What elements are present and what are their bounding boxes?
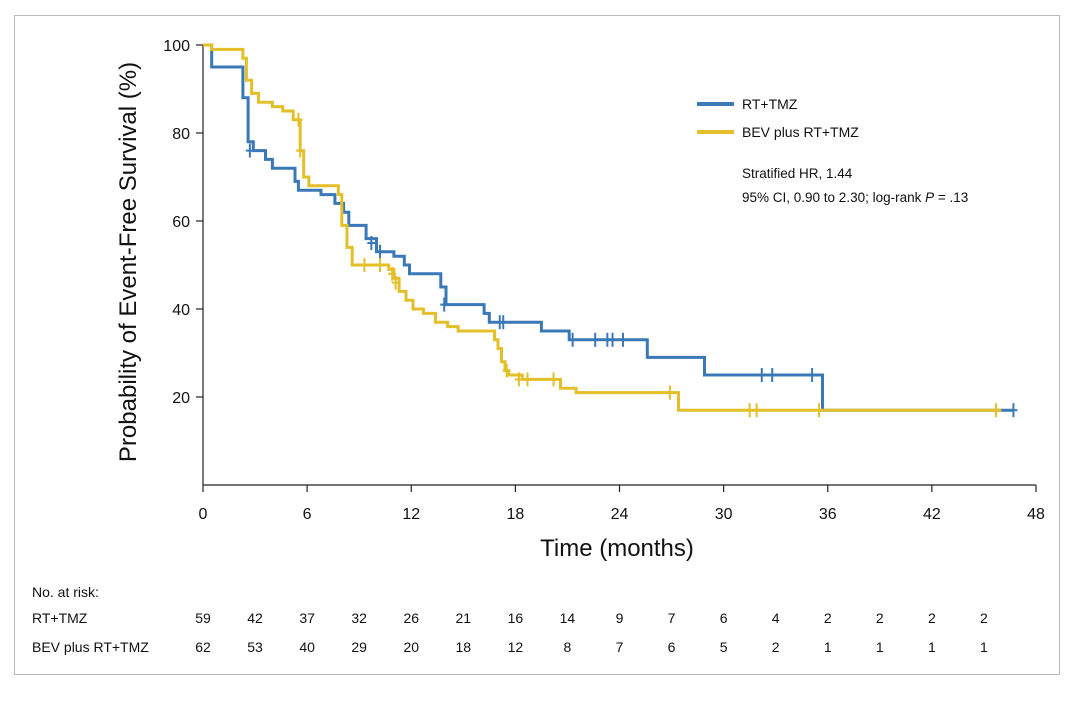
risk-value: 59	[195, 610, 211, 626]
y-tick-label: 40	[172, 302, 190, 319]
legend: RT+TMZ BEV plus RT+TMZ	[697, 96, 859, 140]
x-tick-label: 18	[506, 506, 524, 523]
km-curve-bev-rt-tmz	[203, 43, 1002, 412]
risk-value: 18	[456, 639, 472, 655]
risk-value: 37	[299, 610, 315, 626]
x-tick-label: 6	[303, 506, 312, 523]
y-tick-label: 20	[172, 390, 190, 407]
y-tick-label: 80	[172, 126, 190, 143]
risk-value: 6	[668, 639, 676, 655]
risk-value: 42	[247, 610, 263, 626]
risk-value: 1	[824, 639, 832, 655]
chart-curves	[203, 43, 1018, 418]
ci-prefix: 95% CI, 0.90 to 2.30; log-rank	[742, 190, 925, 205]
risk-value: 6	[720, 610, 728, 626]
x-tick-label: 36	[819, 506, 837, 523]
risk-row-label-bev: BEV plus RT+TMZ	[32, 639, 149, 655]
risk-value: 62	[195, 639, 211, 655]
risk-value: 53	[247, 639, 263, 655]
figure-frame	[14, 15, 1060, 675]
risk-row-label-rt-tmz: RT+TMZ	[32, 610, 88, 626]
risk-value: 2	[772, 639, 780, 655]
risk-value: 21	[456, 610, 472, 626]
risk-value: 7	[616, 639, 624, 655]
legend-label-bev: BEV plus RT+TMZ	[742, 124, 859, 140]
risk-value: 26	[403, 610, 419, 626]
risk-table-values: 59 42 37 32 26 21 16 14 9 7 6 4 2 2 2 262 53 40 29 20 18 12 8 7…	[195, 610, 988, 655]
risk-value: 4	[772, 610, 780, 626]
risk-value: 20	[403, 639, 419, 655]
y-tick-label: 100	[163, 38, 190, 55]
x-tick-label: 24	[611, 506, 629, 523]
risk-value: 2	[876, 610, 884, 626]
confidence-interval-text: 95% CI, 0.90 to 2.30; log-rank P = .13	[742, 190, 968, 205]
risk-value: 2	[824, 610, 832, 626]
risk-value: 1	[928, 639, 936, 655]
risk-value: 16	[508, 610, 524, 626]
chart-axes: 0 6 12 18 24 30 36 42 48 20 40 60 80 100	[163, 38, 1045, 523]
x-tick-label: 0	[199, 506, 208, 523]
risk-value: 8	[564, 639, 572, 655]
x-tick-label: 30	[715, 506, 733, 523]
p-value: = .13	[934, 190, 968, 205]
risk-value: 1	[876, 639, 884, 655]
x-tick-label: 12	[402, 506, 420, 523]
y-tick-label: 60	[172, 214, 190, 231]
risk-value: 1	[980, 639, 988, 655]
risk-value: 2	[980, 610, 988, 626]
km-curve-rt-tmz	[203, 43, 1014, 412]
risk-value: 2	[928, 610, 936, 626]
risk-value: 5	[720, 639, 728, 655]
risk-value: 9	[616, 610, 624, 626]
risk-value: 29	[351, 639, 367, 655]
y-axis-title: Probability of Event-Free Survival (%)	[115, 62, 142, 462]
x-tick-label: 48	[1027, 506, 1045, 523]
p-symbol: P	[925, 190, 934, 205]
x-tick-label: 42	[923, 506, 941, 523]
stats-annotation: Stratified HR, 1.44 95% CI, 0.90 to 2.30…	[742, 166, 968, 205]
hazard-ratio-text: Stratified HR, 1.44	[742, 166, 853, 181]
legend-label-rt-tmz: RT+TMZ	[742, 96, 798, 112]
risk-value: 12	[508, 639, 524, 655]
risk-value: 7	[668, 610, 676, 626]
risk-value: 40	[299, 639, 315, 655]
x-axis-title: Time (months)	[540, 535, 694, 562]
risk-table-header: No. at risk:	[32, 584, 99, 600]
risk-value: 14	[560, 610, 576, 626]
risk-value: 32	[351, 610, 367, 626]
